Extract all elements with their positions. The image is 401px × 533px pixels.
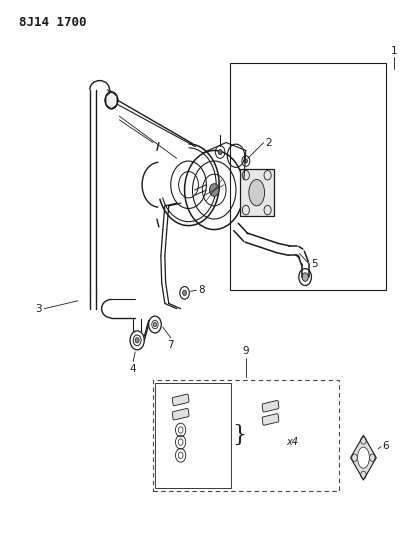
Circle shape — [182, 290, 186, 295]
Circle shape — [135, 338, 139, 343]
Circle shape — [218, 149, 222, 155]
FancyBboxPatch shape — [262, 414, 279, 425]
FancyBboxPatch shape — [172, 394, 189, 406]
Text: 1: 1 — [391, 45, 397, 55]
Circle shape — [302, 273, 308, 281]
Text: 8J14 1700: 8J14 1700 — [18, 16, 86, 29]
Bar — [240, 169, 273, 216]
Text: 2: 2 — [265, 138, 272, 148]
FancyBboxPatch shape — [172, 408, 189, 420]
Ellipse shape — [249, 180, 265, 206]
Circle shape — [209, 184, 219, 196]
Bar — [155, 383, 231, 488]
Bar — [153, 380, 339, 491]
Text: 5: 5 — [311, 259, 318, 269]
Text: 4: 4 — [130, 364, 136, 374]
Text: x4: x4 — [286, 437, 298, 447]
Circle shape — [153, 322, 156, 327]
Text: 9: 9 — [243, 346, 249, 356]
FancyBboxPatch shape — [262, 400, 279, 412]
Text: 8: 8 — [198, 285, 205, 295]
Bar — [230, 63, 386, 290]
Text: 3: 3 — [35, 304, 42, 314]
Text: 6: 6 — [382, 441, 389, 451]
Text: }: } — [232, 424, 246, 446]
Polygon shape — [106, 92, 117, 109]
Circle shape — [244, 159, 247, 163]
Polygon shape — [350, 435, 376, 480]
Ellipse shape — [358, 447, 369, 469]
Text: 7: 7 — [168, 341, 174, 350]
Circle shape — [108, 96, 115, 104]
